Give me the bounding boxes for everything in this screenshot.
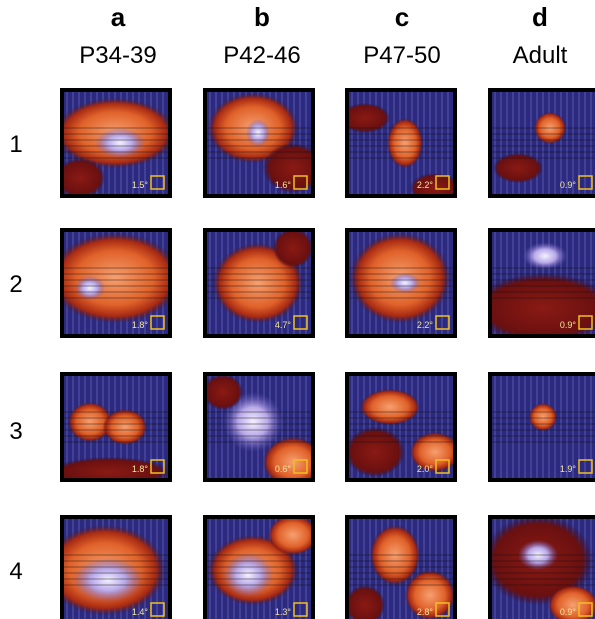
scale-label: 4.7°: [275, 320, 292, 330]
receptive-field-map: 1.5°: [60, 88, 172, 198]
receptive-field-map: 4.7°: [203, 228, 315, 338]
blob: [73, 558, 143, 602]
scale-label: 0.9°: [560, 180, 577, 190]
scale-label: 2.2°: [417, 180, 434, 190]
column-letter: b: [192, 2, 332, 33]
blob: [345, 427, 405, 477]
column-age: P47-50: [332, 42, 472, 70]
row-label: 3: [4, 418, 28, 446]
scale-label: 0.9°: [560, 320, 577, 330]
scale-label: 1.6°: [275, 180, 292, 190]
scale-label: 1.4°: [132, 607, 149, 617]
blob: [493, 153, 543, 183]
scale-label: 1.3°: [275, 607, 292, 617]
blob: [390, 273, 420, 293]
row-label: 4: [4, 558, 28, 586]
blob: [273, 228, 313, 268]
scale-label: 2.2°: [417, 320, 434, 330]
column-age: Adult: [470, 42, 595, 70]
column-age: P34-39: [48, 42, 188, 70]
receptive-field-map: 1.8°: [60, 228, 172, 338]
column-letter: c: [332, 2, 472, 33]
scale-label: 1.8°: [132, 320, 149, 330]
column-letter: a: [48, 2, 188, 33]
column-letter: d: [470, 2, 595, 33]
receptive-field-map: 1.9°: [488, 372, 595, 482]
blob: [223, 553, 273, 597]
receptive-field-map: 2.8°: [345, 515, 457, 619]
scale-label: 0.9°: [560, 607, 577, 617]
scale-label: 2.8°: [417, 607, 434, 617]
receptive-field-map: 0.6°: [203, 372, 315, 482]
receptive-field-map: 2.2°: [345, 228, 457, 338]
receptive-field-map: 0.9°: [488, 515, 595, 619]
blob: [387, 118, 423, 168]
receptive-field-map: 0.9°: [488, 228, 595, 338]
scale-label: 1.9°: [560, 464, 577, 474]
receptive-field-map: 1.3°: [203, 515, 315, 619]
row-label: 2: [4, 271, 28, 299]
blob: [103, 409, 147, 445]
blob: [360, 389, 420, 425]
receptive-field-map: 1.4°: [60, 515, 172, 619]
receptive-field-map: 0.9°: [488, 88, 595, 198]
receptive-field-map: 1.6°: [203, 88, 315, 198]
blob: [523, 242, 567, 270]
blob: [246, 119, 270, 147]
blob: [95, 128, 145, 158]
column-age: P42-46: [192, 42, 332, 70]
blob: [203, 374, 243, 410]
scale-label: 2.0°: [417, 464, 434, 474]
row-label: 1: [4, 131, 28, 159]
receptive-field-map: 2.0°: [345, 372, 457, 482]
scale-label: 1.8°: [132, 464, 149, 474]
blob: [529, 403, 557, 431]
receptive-field-map: 2.2°: [345, 88, 457, 198]
receptive-field-map: 1.8°: [60, 372, 172, 482]
scale-label: 1.5°: [132, 180, 149, 190]
scale-label: 0.6°: [275, 464, 292, 474]
figure: a P34-39b P42-46c P47-50 d Adult 1 1.5° 1.6° 2.2°…: [0, 0, 595, 619]
blob: [60, 233, 172, 323]
